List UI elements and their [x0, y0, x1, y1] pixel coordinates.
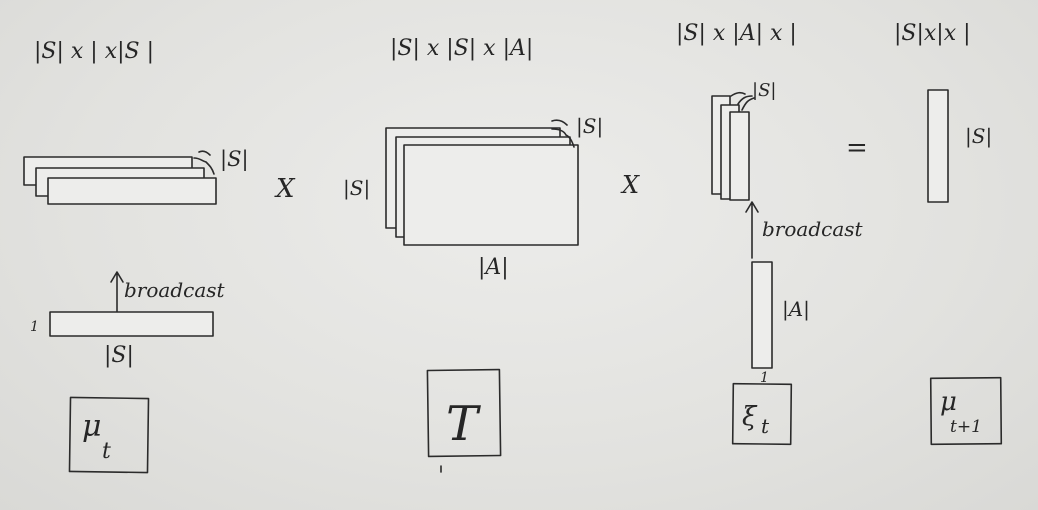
- transition-width-label: |A|: [478, 255, 509, 280]
- mu-next-column-vector: [927, 89, 949, 203]
- mu-stack-layer-3: [47, 177, 217, 205]
- mu-t-symbol: μ: [82, 409, 102, 444]
- mu-stack: [23, 150, 217, 205]
- xi-stack-depth-brace: [730, 91, 755, 111]
- broadcast-label-xi: broadcast: [762, 217, 864, 241]
- dim-label-mu-next: |S|x|x |: [894, 21, 971, 46]
- xi-vector-length-label: |A|: [782, 297, 810, 322]
- equals-operator: =: [846, 133, 868, 163]
- transition-symbol: T: [446, 396, 481, 452]
- mu-next-subscript: t+1: [950, 417, 982, 437]
- mu-vector-height-label: 1: [30, 319, 39, 335]
- xi-t-box: [731, 382, 793, 446]
- transition-stack: [385, 119, 579, 246]
- mu-next-symbol: μ: [940, 387, 957, 417]
- broadcast-arrow-mu: [110, 271, 124, 313]
- xi-column-vector: [751, 261, 773, 369]
- transition-depth-brace: [551, 119, 575, 148]
- broadcast-arrow-xi: [745, 201, 759, 259]
- xi-t-subscript: t: [761, 414, 770, 438]
- times-operator-2: X: [620, 171, 640, 199]
- mu-t-subscript: t: [102, 439, 111, 464]
- transition-depth-label: |S|: [576, 114, 603, 139]
- transition-layer-3: [403, 144, 579, 246]
- mu-t-box: [68, 396, 150, 474]
- xi-stack: [711, 91, 755, 201]
- mu-stack-depth-brace: [193, 150, 215, 175]
- mu-next-length-label: |S|: [965, 124, 992, 149]
- xi-stack-layer-3: [729, 111, 750, 201]
- transition-side-label: |S|: [343, 176, 370, 201]
- dim-label-transition: |S| x |S| x |A|: [390, 36, 533, 61]
- times-operator-1: X: [274, 174, 296, 204]
- mu-stack-depth-label: |S|: [220, 147, 249, 172]
- dim-label-mu-t: |S| x | x|S |: [34, 39, 154, 64]
- mu-vector-length-label: |S|: [104, 343, 134, 368]
- xi-stack-depth-label: |S|: [752, 80, 776, 101]
- xi-vector-width-label: 1: [760, 370, 769, 386]
- xi-t-symbol: ξ: [742, 402, 758, 432]
- mu-row-vector: [49, 311, 214, 337]
- dim-label-xi-t: |S| x |A| x |: [676, 21, 797, 46]
- transition-box: [426, 368, 502, 458]
- mu-next-box: [929, 376, 1003, 446]
- broadcast-label-mu: broadcast: [124, 278, 226, 302]
